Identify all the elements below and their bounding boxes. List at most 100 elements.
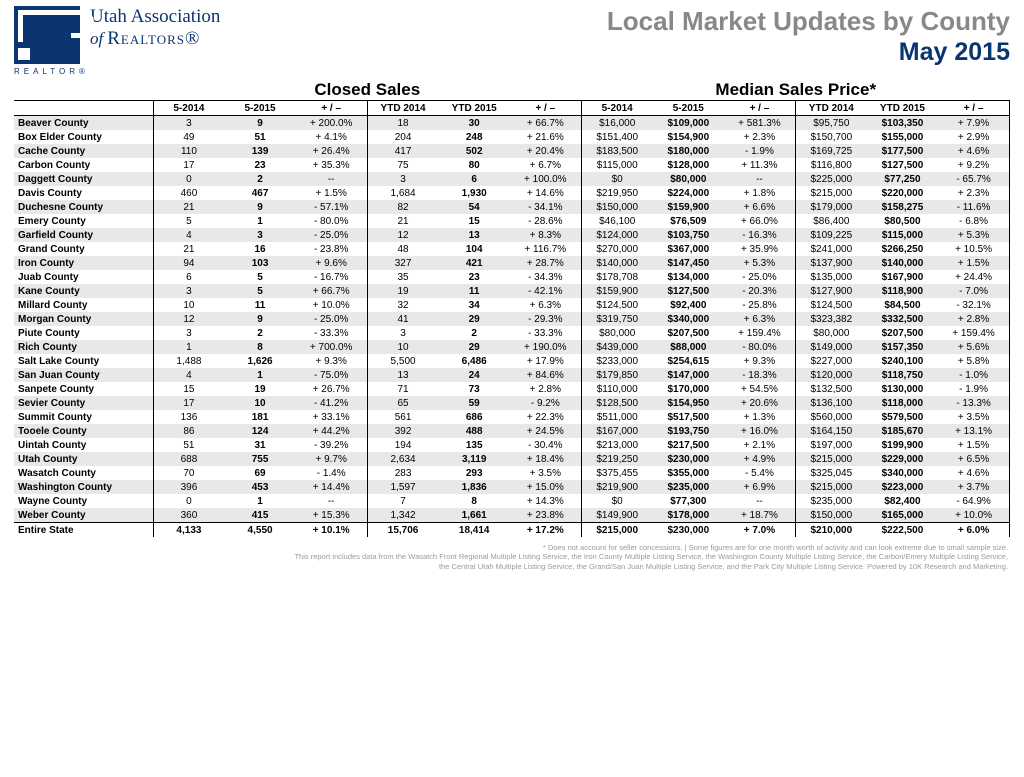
cell-m2: $154,900 <box>653 130 724 144</box>
row-label: Sanpete County <box>14 382 153 396</box>
cell-c4: 10 <box>367 340 438 354</box>
cell-m5: $82,400 <box>867 494 938 508</box>
cell-m5: $118,750 <box>867 368 938 382</box>
cell-m4: $80,000 <box>795 326 866 340</box>
cell-m4: $210,000 <box>795 523 866 538</box>
cell-m2: $134,000 <box>653 270 724 284</box>
cell-m4: $124,500 <box>795 298 866 312</box>
table-row: Weber County360415+ 15.3%1,3421,661+ 23.… <box>14 508 1010 523</box>
cell-m1: $183,500 <box>581 144 652 158</box>
cell-m2: $254,615 <box>653 354 724 368</box>
cell-m4: $215,000 <box>795 452 866 466</box>
cell-m1: $511,000 <box>581 410 652 424</box>
cell-m1: $151,400 <box>581 130 652 144</box>
cell-c5: 54 <box>439 200 510 214</box>
cell-m6: + 7.9% <box>938 116 1009 131</box>
cell-c2: 16 <box>224 242 295 256</box>
cell-c1: 6 <box>153 270 224 284</box>
cell-c3: - 75.0% <box>296 368 367 382</box>
cell-c4: 19 <box>367 284 438 298</box>
cell-c3: + 26.7% <box>296 382 367 396</box>
cell-c5: 8 <box>439 494 510 508</box>
cell-c4: 75 <box>367 158 438 172</box>
row-label: Tooele County <box>14 424 153 438</box>
cell-m6: + 2.9% <box>938 130 1009 144</box>
cell-m3: + 2.3% <box>724 130 795 144</box>
cell-c3: + 9.3% <box>296 354 367 368</box>
row-label: Daggett County <box>14 172 153 186</box>
cell-c3: + 9.7% <box>296 452 367 466</box>
cell-c4: 3 <box>367 172 438 186</box>
cell-c2: 8 <box>224 340 295 354</box>
cell-m4: $86,400 <box>795 214 866 228</box>
cell-c6: + 17.9% <box>510 354 581 368</box>
cell-m4: $132,500 <box>795 382 866 396</box>
cell-m3: + 11.3% <box>724 158 795 172</box>
cell-m3: + 6.3% <box>724 312 795 326</box>
cell-c5: 6 <box>439 172 510 186</box>
cell-c1: 17 <box>153 158 224 172</box>
cell-c6: + 2.8% <box>510 382 581 396</box>
cell-m3: - 5.4% <box>724 466 795 480</box>
cell-m2: $147,000 <box>653 368 724 382</box>
cell-c3: - 33.3% <box>296 326 367 340</box>
cell-m5: $155,000 <box>867 130 938 144</box>
cell-m1: $179,850 <box>581 368 652 382</box>
col-c6: + / – <box>510 101 581 116</box>
cell-c5: 135 <box>439 438 510 452</box>
cell-c6: + 21.6% <box>510 130 581 144</box>
cell-c6: + 14.6% <box>510 186 581 200</box>
cell-c1: 4 <box>153 368 224 382</box>
realtor-logo-caption: REALTOR® <box>14 67 80 76</box>
cell-m4: $323,382 <box>795 312 866 326</box>
cell-m1: $140,000 <box>581 256 652 270</box>
cell-c5: 3,119 <box>439 452 510 466</box>
cell-m1: $270,000 <box>581 242 652 256</box>
cell-c3: + 9.6% <box>296 256 367 270</box>
report-title: Local Market Updates by County <box>607 6 1010 37</box>
cell-c4: 1,684 <box>367 186 438 200</box>
cell-c3: - 1.4% <box>296 466 367 480</box>
cell-c5: 104 <box>439 242 510 256</box>
cell-m3: + 1.3% <box>724 410 795 424</box>
cell-c6: + 14.3% <box>510 494 581 508</box>
cell-c2: 2 <box>224 326 295 340</box>
table-row: Summit County136181+ 33.1%561686+ 22.3%$… <box>14 410 1010 424</box>
row-label: Cache County <box>14 144 153 158</box>
cell-m3: + 7.0% <box>724 523 795 538</box>
cell-c2: 23 <box>224 158 295 172</box>
cell-c6: + 17.2% <box>510 523 581 538</box>
cell-m3: - 80.0% <box>724 340 795 354</box>
cell-c3: + 15.3% <box>296 508 367 523</box>
cell-m4: $235,000 <box>795 494 866 508</box>
row-label: Piute County <box>14 326 153 340</box>
cell-c4: 82 <box>367 200 438 214</box>
footnote-line2: This report includes data from the Wasat… <box>14 552 1008 561</box>
cell-c4: 7 <box>367 494 438 508</box>
cell-c5: 421 <box>439 256 510 270</box>
row-label: Washington County <box>14 480 153 494</box>
cell-c5: 1,836 <box>439 480 510 494</box>
cell-m2: $517,500 <box>653 410 724 424</box>
cell-c5: 248 <box>439 130 510 144</box>
cell-m2: $128,000 <box>653 158 724 172</box>
row-label: Entire State <box>14 523 153 538</box>
cell-m6: + 9.2% <box>938 158 1009 172</box>
cell-m1: $124,000 <box>581 228 652 242</box>
cell-c1: 3 <box>153 116 224 131</box>
cell-m3: - 1.9% <box>724 144 795 158</box>
cell-m2: $230,000 <box>653 452 724 466</box>
row-label: Grand County <box>14 242 153 256</box>
cell-c1: 21 <box>153 242 224 256</box>
cell-m3: + 54.5% <box>724 382 795 396</box>
table-row: Salt Lake County1,4881,626+ 9.3%5,5006,4… <box>14 354 1010 368</box>
cell-m1: $219,250 <box>581 452 652 466</box>
cell-c4: 48 <box>367 242 438 256</box>
cell-m4: $164,150 <box>795 424 866 438</box>
cell-m5: $167,900 <box>867 270 938 284</box>
cell-m5: $579,500 <box>867 410 938 424</box>
cell-c3: - 41.2% <box>296 396 367 410</box>
cell-m1: $159,900 <box>581 284 652 298</box>
cell-c6: + 24.5% <box>510 424 581 438</box>
cell-c3: + 200.0% <box>296 116 367 131</box>
